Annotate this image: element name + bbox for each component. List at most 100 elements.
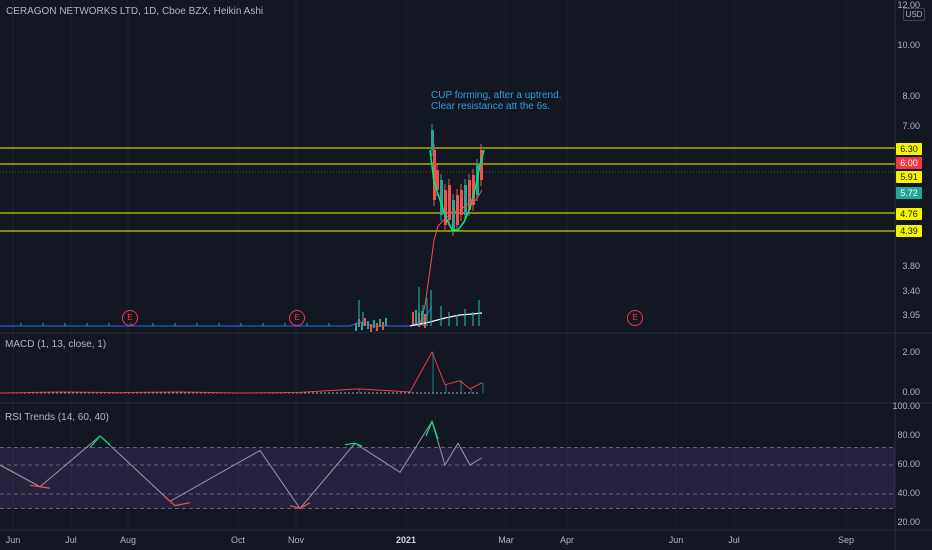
level-badge-476: 4.76 — [896, 208, 922, 220]
chart-annotation[interactable]: CUP forming, after a uptrend. Clear resi… — [431, 90, 561, 112]
candle — [364, 318, 366, 326]
price-tick: 8.00 — [902, 91, 920, 101]
price-tick: 3.40 — [902, 286, 920, 296]
price-tick: 10.00 — [897, 40, 920, 50]
volume-bar — [240, 323, 242, 326]
ma-price-badge: 5.72 — [896, 187, 922, 199]
rsi-oversold-segment — [289, 502, 311, 510]
ramp-line — [419, 189, 483, 327]
candle — [376, 323, 378, 331]
candle — [370, 324, 372, 332]
level-badge-591: 5.91 — [896, 171, 922, 183]
volume-bar — [64, 323, 66, 326]
macd-histogram — [432, 352, 434, 393]
price-tick: 12.00 — [897, 0, 920, 10]
time-tick: Nov — [287, 535, 305, 545]
macd-histogram — [60, 391, 62, 393]
volume-bar — [328, 323, 330, 326]
candle — [456, 195, 459, 225]
rsi-overbought-segment — [344, 442, 363, 447]
volume-bar — [418, 287, 420, 326]
time-tick: Jun — [668, 535, 684, 545]
rsi-overbought-segment — [89, 435, 111, 448]
price-tick: 7.00 — [902, 121, 920, 131]
candle — [373, 320, 375, 328]
volume-bar — [196, 323, 198, 326]
time-tick: Sep — [837, 535, 855, 545]
macd-histogram — [460, 380, 462, 393]
rsi-title[interactable]: RSI Trends (14, 60, 40) — [5, 412, 109, 423]
rsi-overbought-segment — [425, 419, 439, 440]
macd-histogram — [482, 382, 484, 393]
candle — [460, 190, 463, 215]
volume-bar — [284, 323, 286, 326]
chart-title: CERAGON NETWORKS LTD, 1D, Cboe BZX, Heik… — [6, 6, 264, 17]
macd-line — [0, 350, 483, 394]
macd-histogram — [180, 391, 182, 393]
candle — [480, 150, 483, 180]
candle — [464, 185, 467, 215]
candle — [468, 180, 471, 210]
time-tick: Oct — [230, 535, 246, 545]
macd-histogram — [358, 388, 360, 393]
rsi-tick: 80.00 — [897, 430, 920, 440]
volume-bar — [86, 323, 88, 326]
time-tick: Apr — [559, 535, 575, 545]
time-tick: Jun — [5, 535, 21, 545]
volume-bar — [218, 323, 220, 326]
earnings-marker[interactable]: E — [289, 310, 305, 326]
time-tick: Jul — [65, 535, 77, 545]
rsi-tick: 20.00 — [897, 517, 920, 527]
volume-bar — [358, 300, 360, 326]
price-tick: 3.80 — [902, 261, 920, 271]
currency-button[interactable]: USD — [903, 8, 925, 21]
candle — [472, 175, 475, 205]
last-price-badge: 6.00 — [896, 157, 922, 169]
price-tick: 3.05 — [902, 310, 920, 320]
volume-bar — [472, 312, 474, 326]
earnings-marker[interactable]: E — [122, 310, 138, 326]
volume-bar — [20, 323, 22, 326]
level-badge-439: 4.39 — [896, 225, 922, 237]
volume-bar — [306, 323, 308, 326]
rsi-tick: 60.00 — [897, 459, 920, 469]
macd-histogram — [410, 391, 412, 393]
macd-histogram — [445, 384, 447, 393]
moving-average-line — [409, 312, 483, 327]
candle — [385, 318, 387, 326]
time-tick: Jul — [728, 535, 740, 545]
rsi-tick: 100.00 — [892, 401, 920, 411]
candle — [436, 170, 439, 190]
level-badge-630: 6.30 — [896, 143, 922, 155]
volume-bar — [362, 312, 364, 326]
candle — [452, 200, 455, 230]
rsi-tick: 40.00 — [897, 488, 920, 498]
annotation-line-2: Clear resistance att the 6s. — [431, 101, 550, 112]
volume-bar — [440, 306, 442, 326]
volume-bar — [262, 323, 264, 326]
macd-histogram — [470, 388, 472, 393]
volume-bar — [426, 298, 428, 326]
volume-bar — [174, 323, 176, 326]
earnings-marker[interactable]: E — [627, 310, 643, 326]
rsi-band — [0, 447, 895, 509]
cup-signal-line — [429, 149, 485, 231]
candle — [424, 314, 426, 328]
volume-bar — [430, 290, 432, 326]
candle — [412, 312, 414, 326]
volume-bar — [108, 323, 110, 326]
candle — [355, 323, 357, 331]
time-tick: Mar — [498, 535, 514, 545]
volume-bar — [456, 315, 458, 326]
rsi-oversold-segment — [164, 496, 191, 507]
time-tick: Aug — [119, 535, 137, 545]
macd-tick: 0.00 — [902, 387, 920, 397]
macd-title[interactable]: MACD (1, 13, close, 1) — [5, 339, 107, 350]
volume-bar — [448, 312, 450, 326]
rsi-oversold-segment — [29, 484, 51, 489]
annotation-line-1: CUP forming, after a uptrend. — [431, 90, 562, 101]
volume-bar — [464, 309, 466, 326]
candle — [440, 180, 443, 215]
volume-bar — [422, 305, 424, 326]
